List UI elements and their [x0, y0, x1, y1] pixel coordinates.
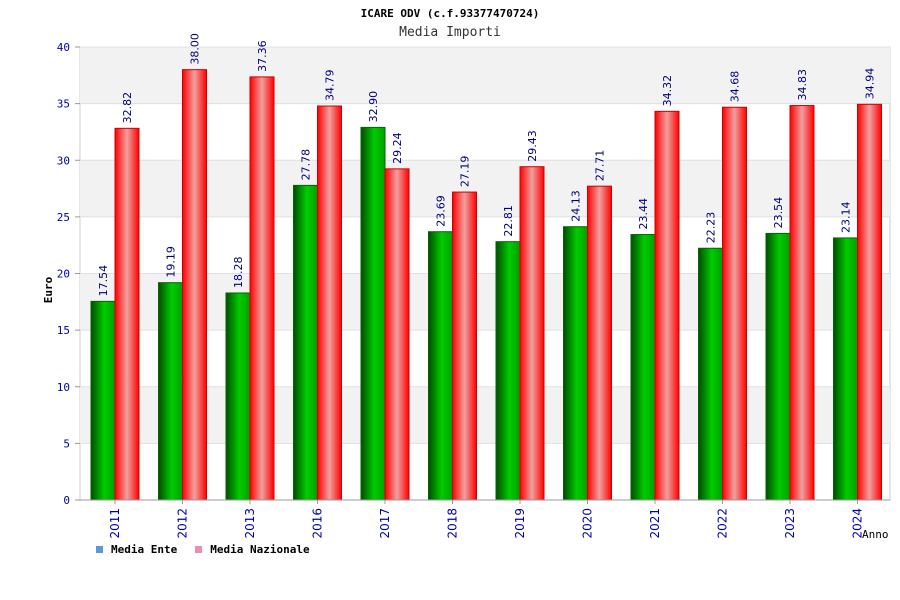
y-tick-label: 5 [63, 437, 70, 450]
x-tick-label: 2023 [783, 508, 797, 539]
data-label: 34.79 [324, 70, 337, 102]
data-label: 34.94 [864, 68, 877, 100]
legend-label-ente: Media Ente [111, 543, 178, 556]
x-tick-label: 2017 [378, 508, 392, 539]
bar-media-ente [428, 231, 453, 501]
bar-media-ente [158, 282, 183, 501]
x-tick-label: 2011 [108, 508, 122, 539]
data-label: 23.14 [840, 201, 853, 233]
data-label: 38.00 [189, 33, 202, 65]
legend-swatch-nazionale [195, 546, 203, 553]
bars [90, 69, 882, 501]
data-label: 22.23 [705, 212, 718, 244]
y-axis-label: Euro [42, 276, 55, 303]
y-axis: 0 5 10 15 20 25 30 35 40 [57, 41, 80, 507]
grid-band [80, 386, 890, 444]
x-tick-label: 2021 [648, 508, 662, 539]
x-axis-label: Anno [862, 528, 889, 541]
x-tick-label: 2022 [716, 508, 730, 539]
bar-media-nazionale [587, 185, 612, 501]
data-label: 18.28 [232, 256, 245, 288]
bar-media-nazionale [249, 76, 275, 501]
y-tick-label: 40 [57, 41, 70, 54]
data-label: 27.78 [300, 149, 313, 181]
x-tick-label: 2012 [176, 508, 190, 539]
y-tick-label: 20 [57, 268, 70, 281]
y-tick-label: 15 [57, 324, 70, 337]
data-label: 29.43 [526, 130, 539, 162]
bar-media-nazionale [317, 105, 342, 501]
plot-area [79, 46, 891, 501]
bar-media-ente [630, 234, 656, 501]
bar-media-nazionale [384, 168, 410, 501]
grid-band [80, 273, 890, 331]
legend-label-nazionale: Media Nazionale [210, 543, 310, 556]
data-label: 19.19 [165, 246, 178, 278]
x-tick-label: 2020 [581, 508, 595, 539]
grid-band [80, 160, 890, 217]
data-label: 27.71 [594, 150, 607, 182]
y-tick-label: 35 [57, 98, 70, 111]
data-label: 23.44 [637, 198, 650, 230]
bar-media-nazionale [722, 106, 747, 501]
x-tick-label: 2024 [851, 508, 865, 539]
bar-media-ente [495, 241, 521, 501]
bar-media-nazionale [182, 69, 207, 501]
bar-media-ente [563, 226, 588, 501]
legend: Media Ente Media Nazionale [96, 543, 310, 556]
x-tick-label: 2016 [311, 508, 325, 539]
bar-media-ente [765, 232, 791, 501]
bar-media-nazionale [654, 110, 680, 501]
x-tick-label: 2019 [513, 508, 527, 539]
bar-media-nazionale [789, 105, 815, 501]
data-label: 23.54 [772, 197, 785, 229]
data-label: 29.24 [391, 132, 404, 164]
data-label: 32.90 [367, 91, 380, 123]
data-label: 17.54 [97, 265, 110, 297]
bar-media-nazionale [857, 103, 882, 501]
bar-media-nazionale [452, 191, 477, 501]
data-label: 34.32 [661, 75, 674, 107]
legend-item-ente: Media Ente [96, 543, 177, 556]
bar-media-nazionale [114, 127, 140, 501]
value-labels: 17.54 32.82 19.19 38.00 18.28 37.36 27.78 34.79… [97, 33, 877, 296]
legend-item-nazionale: Media Nazionale [195, 543, 310, 556]
x-tick-label: 2018 [446, 508, 460, 539]
bar-media-ente [698, 247, 723, 501]
data-label: 32.82 [121, 92, 134, 124]
bar-media-ente [90, 300, 116, 501]
y-tick-label: 10 [57, 381, 70, 394]
data-label: 34.68 [729, 71, 742, 103]
y-tick-label: 30 [57, 154, 70, 167]
data-label: 27.19 [459, 156, 472, 188]
x-axis: 2011 2012 2013 2016 2017 2018 2019 2020 2021 2022… [80, 499, 890, 539]
data-label: 24.13 [570, 190, 583, 222]
y-tick-label: 0 [63, 494, 70, 507]
y-tick-label: 25 [57, 211, 70, 224]
bar-media-ente [833, 237, 858, 501]
data-label: 34.83 [796, 69, 809, 101]
chart-subtitle: Media Importi [399, 25, 501, 40]
bar-media-nazionale [519, 166, 545, 501]
x-tick-label: 2013 [243, 508, 257, 539]
bar-media-ente [360, 126, 386, 501]
bar-media-ente [225, 292, 251, 501]
legend-swatch-ente [96, 546, 103, 553]
data-label: 22.81 [502, 205, 515, 237]
bar-media-ente [293, 184, 318, 501]
data-label: 23.69 [435, 195, 448, 227]
data-label: 37.36 [256, 40, 269, 72]
grid-band [80, 47, 890, 104]
chart-title: ICARE ODV (c.f.93377470724) [360, 7, 540, 20]
